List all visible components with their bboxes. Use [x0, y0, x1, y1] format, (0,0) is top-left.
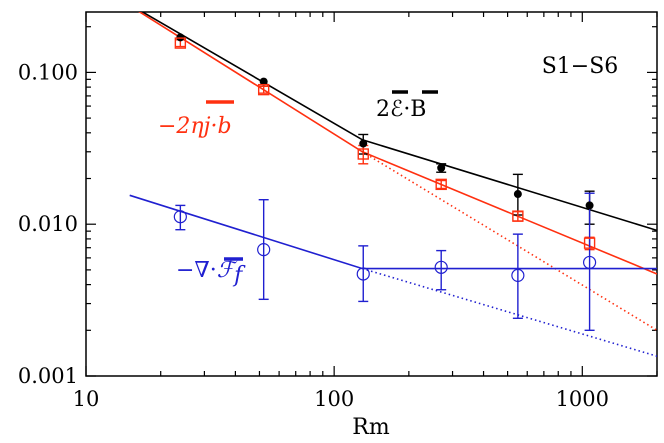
x-tick-label: 1000 — [556, 387, 609, 411]
jb-label-text: −2ηj·b — [158, 114, 232, 139]
data-markers — [173, 33, 597, 282]
x-tick-label: 10 — [73, 387, 100, 411]
data-point-divF — [173, 210, 187, 224]
x-axis-title: Rm — [352, 415, 390, 440]
axis-ticks: 10 100 1000 0.001 0.010 0.100 — [18, 12, 658, 411]
dataset-label: S1−S6 — [542, 54, 619, 79]
data-point-jb — [583, 237, 596, 249]
plot-border — [85, 11, 658, 377]
jb-label: −2ηj·b — [158, 100, 234, 139]
eb-label-text: 2ℰ·B — [376, 97, 426, 122]
eb-label: 2ℰ·B — [376, 90, 438, 122]
y-tick-label: 0.100 — [18, 60, 78, 84]
divf-label-text: −∇·ℱf — [176, 258, 246, 288]
fit-line-jb — [138, 12, 657, 275]
data-point-EB — [259, 77, 268, 86]
jb-label-main: j·b — [199, 114, 232, 139]
jb-label-prefix: −2η — [158, 114, 204, 139]
plot-frame — [85, 11, 658, 377]
data-point-jb — [357, 148, 369, 160]
divf-label-sub: f — [232, 263, 246, 288]
data-point-jb — [174, 37, 187, 49]
data-point-divF — [257, 243, 271, 257]
data-point-divF — [511, 268, 525, 282]
data-point-jb — [435, 178, 447, 191]
data-point-EB — [359, 139, 368, 148]
data-point-jb — [512, 210, 524, 222]
divf-label: −∇·ℱf — [176, 257, 246, 288]
divf-label-prefix: −∇· — [176, 258, 217, 283]
x-tick-label: 100 — [314, 387, 354, 411]
data-point-divF — [356, 267, 370, 281]
data-point-EB — [437, 163, 446, 172]
data-point-EB — [585, 201, 594, 210]
y-tick-label: 0.001 — [18, 364, 78, 388]
data-point-EB — [513, 190, 522, 199]
y-tick-label: 0.010 — [18, 212, 78, 236]
data-point-jb — [257, 83, 270, 96]
data-point-divF — [434, 260, 448, 274]
divf-label-main: ℱ — [217, 258, 238, 283]
extrapolation-line-divF — [362, 267, 657, 357]
data-point-divF — [582, 255, 597, 270]
extrapolation-line-jb — [361, 151, 657, 331]
